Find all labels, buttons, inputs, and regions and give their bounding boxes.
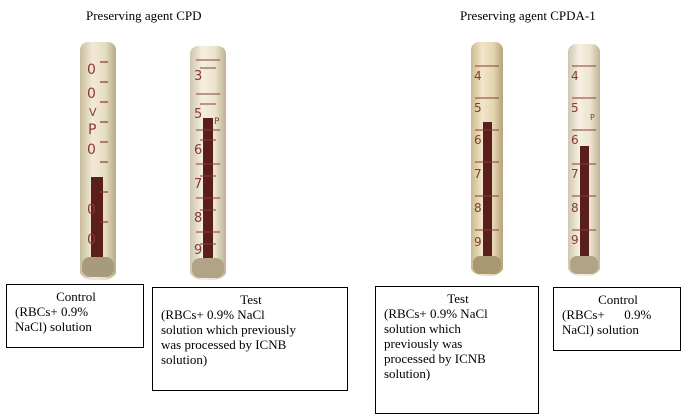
- caption-body: (RBCs+ 0.9% NaCl solution which previous…: [384, 306, 532, 381]
- svg-text:9: 9: [571, 233, 579, 247]
- caption-line: solution which previously: [161, 322, 297, 337]
- svg-text:6: 6: [571, 133, 579, 147]
- svg-text:7: 7: [194, 177, 202, 192]
- svg-text:0: 0: [87, 86, 96, 102]
- title-cpda1: Preserving agent CPDA-1: [460, 8, 596, 23]
- caption-title: Test: [240, 292, 262, 307]
- caption-line: processed by ICNB: [384, 351, 486, 366]
- caption-cpd-control: Control (RBCs+ 0.9% NaCl) solution: [6, 284, 144, 348]
- caption-title: Control: [56, 289, 96, 304]
- svg-text:6: 6: [474, 133, 482, 147]
- caption-body: (RBCs+ 0.9% NaCl solution which previous…: [161, 307, 341, 367]
- svg-text:9: 9: [194, 243, 202, 258]
- caption-body: (RBCs+ 0.9% NaCl) solution: [562, 307, 674, 337]
- blood-column: [580, 146, 589, 262]
- svg-text:0: 0: [87, 142, 96, 158]
- blood-column: [483, 122, 492, 262]
- caption-line: (RBCs+ 0.9% NaCl: [161, 307, 265, 322]
- caption-title: Control: [598, 292, 638, 307]
- caption-line: solution which: [384, 321, 461, 336]
- tube-cpd-test: 3 5 6 7 8 9 P: [188, 46, 228, 280]
- svg-text:4: 4: [571, 69, 579, 83]
- caption-line: solution): [384, 366, 431, 381]
- blood-column: [203, 118, 213, 266]
- svg-text:P: P: [214, 117, 220, 127]
- caption-cpda1-test: Test (RBCs+ 0.9% NaCl solution which pre…: [375, 286, 539, 414]
- caption-body: (RBCs+ 0.9% NaCl) solution: [15, 304, 137, 334]
- tube-cpda1-test: 4 5 6 7 8 9: [469, 42, 505, 276]
- svg-text:4: 4: [474, 69, 482, 83]
- caption-line: NaCl) solution: [562, 322, 639, 337]
- svg-text:6: 6: [194, 143, 202, 158]
- svg-text:0: 0: [87, 232, 96, 248]
- caption-line: (RBCs+ 0.9%: [15, 304, 89, 319]
- blood-column: [91, 177, 103, 262]
- tube-cpda1-control: 4 5 6 7 8 9 P: [566, 44, 602, 276]
- svg-text:P: P: [88, 122, 96, 138]
- svg-text:0: 0: [87, 202, 96, 218]
- caption-line: solution): [161, 352, 208, 367]
- svg-text:8: 8: [194, 211, 202, 226]
- svg-text:V: V: [89, 106, 97, 119]
- caption-line: (RBCs+ 0.9% NaCl: [384, 306, 488, 321]
- caption-title: Test: [447, 291, 469, 306]
- title-cpd: Preserving agent CPD: [86, 8, 202, 23]
- caption-line: previously was: [384, 336, 463, 351]
- svg-text:3: 3: [194, 69, 202, 84]
- caption-line: was processed by ICNB: [161, 337, 287, 352]
- caption-line: (RBCs+ 0.9%: [562, 307, 652, 322]
- svg-text:5: 5: [474, 101, 482, 115]
- svg-text:0: 0: [87, 62, 96, 78]
- tube-cpd-control: 0 0 V P 0 0 0: [78, 42, 118, 280]
- caption-cpda1-control: Control (RBCs+ 0.9% NaCl) solution: [553, 287, 681, 351]
- svg-text:9: 9: [474, 235, 482, 249]
- svg-text:5: 5: [571, 101, 579, 115]
- svg-text:8: 8: [474, 201, 482, 215]
- svg-text:5: 5: [194, 107, 202, 122]
- svg-text:7: 7: [474, 167, 482, 181]
- caption-cpd-test: Test (RBCs+ 0.9% NaCl solution which pre…: [152, 287, 348, 391]
- caption-line: NaCl) solution: [15, 319, 92, 334]
- svg-text:8: 8: [571, 201, 579, 215]
- svg-text:7: 7: [571, 167, 579, 181]
- svg-text:P: P: [590, 113, 595, 122]
